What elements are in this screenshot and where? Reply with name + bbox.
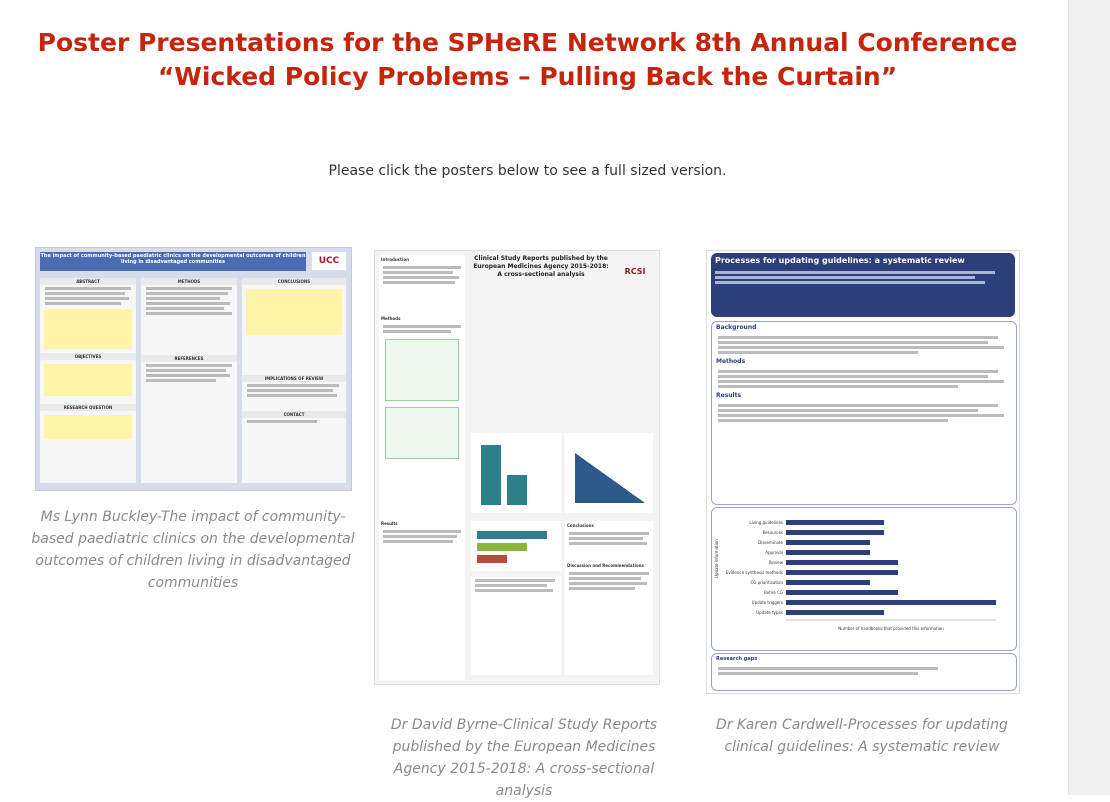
x-axis-title: Number of handbooks that provided this i… [838, 626, 944, 631]
poster-section-heading: Results [381, 521, 398, 526]
poster-section-heading: CONTACT [242, 411, 346, 418]
bar-label: Approval [765, 550, 783, 555]
poster-section-heading: RESEARCH QUESTION [40, 404, 136, 411]
bar-label: Living guidelines [749, 520, 783, 525]
poster-section-heading: Background [716, 324, 757, 331]
main-content: Poster Presentations for the SPHeRE Netw… [0, 26, 1055, 799]
chart-thumbnail [565, 433, 653, 513]
poster-section-heading: REFERENCES [141, 355, 237, 362]
scrollbar[interactable] [1068, 0, 1110, 795]
poster-section-heading: METHODS [141, 278, 237, 285]
bar-label: Update triggers [752, 600, 783, 605]
bar [786, 530, 884, 535]
poster-column: METHODS REFERENCES [141, 278, 237, 483]
poster-column: CONCLUSIONS IMPLICATIONS OF REVIEW CONTA… [242, 278, 346, 483]
bar-label: Update types [756, 610, 783, 615]
y-axis-title: Update information [714, 539, 719, 578]
poster-section-heading: IMPLICATIONS OF REVIEW [242, 375, 346, 382]
poster-thumbnail-buckley[interactable]: The impact of community-based paediatric… [35, 247, 352, 491]
flow-diagram [385, 339, 459, 401]
poster-header-band: Processes for updating guidelines: a sys… [711, 253, 1015, 317]
bar [786, 610, 884, 615]
poster-header: Clinical Study Reports published by the … [473, 255, 609, 278]
highlight-box [44, 309, 132, 349]
bar-chart: Update information Living guidelines Resou… [714, 520, 996, 631]
poster-section-heading: Results [716, 392, 742, 399]
bar-label: Disseminate [758, 540, 783, 545]
highlight-box [246, 289, 342, 335]
poster-logo: RCSI [624, 267, 646, 276]
poster-column: ABSTRACT OBJECTIVES RESEARCH QUESTION [40, 278, 136, 483]
poster-header: The impact of community-based paediatric… [40, 252, 306, 271]
poster-column [471, 577, 561, 675]
poster-header: Processes for updating guidelines: a sys… [715, 256, 965, 265]
poster-section-heading: Discussion and Recommendations [567, 563, 644, 568]
bar-label: CG prioritisation [750, 580, 783, 585]
bar [786, 550, 870, 555]
bar [786, 560, 898, 565]
page-title: Poster Presentations for the SPHeRE Netw… [0, 26, 1055, 94]
instruction-text: Please click the posters below to see a … [328, 163, 727, 179]
poster-section-heading: Methods [381, 316, 401, 321]
poster-footer-panel: Research gaps [711, 653, 1017, 691]
poster-caption-cardwell[interactable]: Dr Karen Cardwell-Processes for updating… [716, 717, 1008, 755]
poster-logo: UCC [312, 252, 346, 270]
poster-section-heading: Introduction [381, 257, 409, 262]
title-line-1: Poster Presentations for the SPHeRE Netw… [37, 28, 1018, 57]
poster-caption-byrne[interactable]: Dr David Byrne-Clinical Study Reports pu… [390, 717, 658, 799]
poster-caption-buckley[interactable]: Ms Lynn Buckley-The impact of community-… [31, 509, 355, 591]
poster-thumbnail-cardwell[interactable]: Processes for updating guidelines: a sys… [706, 250, 1020, 694]
chart-thumbnail [471, 521, 561, 571]
highlight-box [44, 364, 132, 396]
poster-section-heading: CONCLUSIONS [242, 278, 346, 285]
bar [786, 590, 898, 595]
bar [786, 540, 870, 545]
chart-thumbnail [471, 433, 561, 513]
bar-label: Resources [763, 530, 783, 535]
poster-thumbnail-byrne[interactable]: Introduction Methods Results Clinical St… [374, 250, 660, 685]
bar-label: Retire CG [764, 590, 783, 595]
poster-section-heading: Research gaps [716, 656, 758, 662]
bar [786, 600, 996, 605]
poster-text-panel: Background Methods Results [711, 321, 1017, 505]
poster-column: Introduction Methods Results [379, 255, 465, 680]
bar [786, 570, 898, 575]
bar-label: Evidence synthesis methods [726, 570, 783, 575]
title-line-2: “Wicked Policy Problems – Pulling Back t… [157, 62, 898, 91]
poster-section-heading: Conclusions [567, 523, 594, 528]
poster-section-heading: ABSTRACT [40, 278, 136, 285]
bar [786, 580, 870, 585]
highlight-box [44, 415, 132, 439]
poster-section-heading: Methods [716, 358, 746, 365]
flow-diagram [385, 407, 459, 459]
poster-column: Conclusions Discussion and Recommendatio… [565, 521, 653, 675]
poster-section-heading: OBJECTIVES [40, 353, 136, 360]
bar [786, 520, 884, 525]
bar-label: Review [769, 560, 784, 565]
poster-chart-panel: Update information Living guidelines Resou… [711, 507, 1017, 651]
